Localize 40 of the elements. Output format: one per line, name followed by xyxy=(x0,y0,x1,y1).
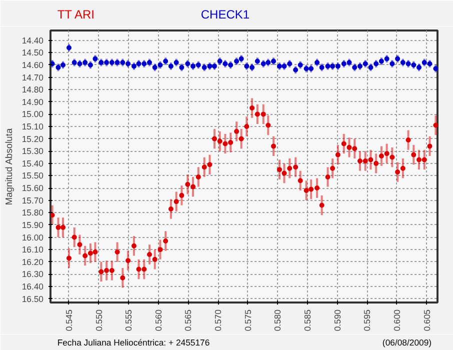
y-tick-label: 15.60 xyxy=(22,183,44,194)
x-tick-label: 0.595 xyxy=(362,309,372,332)
x-tick-label: 0.575 xyxy=(242,309,253,332)
y-tick-label: 14.50 xyxy=(22,48,44,58)
y-tick-label: 15.80 xyxy=(22,208,44,218)
y-tick-label: 14.80 xyxy=(22,84,44,95)
y-tick-label: 16.20 xyxy=(22,256,44,267)
y-tick-label: 16.10 xyxy=(22,244,44,255)
x-tick-label: 0.560 xyxy=(153,309,164,332)
x-tick-label: 0.580 xyxy=(272,309,283,332)
x-axis-title: Fecha Juliana Heliocéntrica: + 2455176 xyxy=(57,338,210,348)
text: CHECK1 xyxy=(200,8,250,22)
x-tick-label: 0.585 xyxy=(302,309,313,332)
y-tick-label: 16.50 xyxy=(22,294,44,304)
y-tick-label: 15.70 xyxy=(22,195,44,206)
x-tick-label: 0.565 xyxy=(183,309,194,332)
x-tick-label: 0.550 xyxy=(94,309,104,332)
y-tick-label: 15.10 xyxy=(22,122,44,132)
y-tick-label: 16.30 xyxy=(22,269,44,280)
y-tick-label: 14.60 xyxy=(22,60,44,70)
y-tick-label: 14.40 xyxy=(22,35,44,46)
y-tick-label: 14.90 xyxy=(22,96,44,107)
y-axis-title: Magnitud Absoluta xyxy=(4,128,14,206)
y-tick-label: 15.40 xyxy=(22,158,44,168)
y-tick-label: 15.20 xyxy=(22,134,44,144)
x-tick-label: 0.590 xyxy=(332,309,342,332)
y-tick-label: 16.00 xyxy=(22,232,44,242)
y-tick-label: 15.30 xyxy=(22,146,44,156)
x-tick-label: 0.600 xyxy=(392,309,402,332)
y-tick-label: 15.00 xyxy=(22,109,44,120)
x-tick-label: 0.605 xyxy=(422,309,432,332)
y-tick-label: 14.70 xyxy=(22,72,44,82)
x-tick-label: 0.570 xyxy=(213,309,224,332)
y-tick-label: 16.40 xyxy=(22,282,44,292)
y-tick-label: 15.90 xyxy=(22,220,44,230)
text: (06/08/2009) xyxy=(382,338,432,348)
x-tick-label: 0.555 xyxy=(124,309,134,332)
y-tick-label: 15.50 xyxy=(22,170,44,181)
text: TT ARI xyxy=(57,8,94,22)
x-tick-label: 0.545 xyxy=(64,309,74,332)
